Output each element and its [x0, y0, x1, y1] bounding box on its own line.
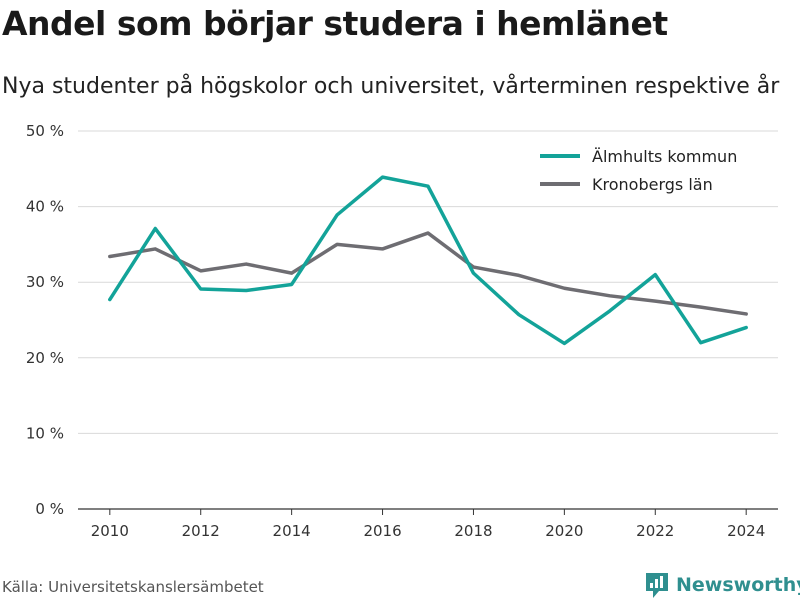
y-tick-label: 40 %: [26, 198, 64, 216]
brand-name: Newsworthy: [676, 574, 800, 596]
series-lines: [108, 175, 748, 346]
legend-label: Älmhults kommun: [592, 147, 737, 166]
chart-title: Andel som börjar studera i hemlänet: [2, 4, 668, 43]
legend-label: Kronobergs län: [592, 175, 713, 194]
brand-logo: Newsworthy: [644, 570, 800, 600]
chart-subtitle: Nya studenter på högskolor och universit…: [2, 74, 780, 99]
y-tick-label: 20 %: [26, 349, 64, 367]
x-axis-ticks: 2010 2012 2014 2016 2018 2020 2022 2024: [91, 509, 765, 540]
y-axis-ticks: 0 % 10 % 20 % 30 % 40 % 50 %: [26, 122, 64, 518]
newsworthy-logo-icon: [646, 573, 668, 598]
x-tick-label: 2022: [636, 522, 674, 540]
series-line-kronobergs-l-n: [108, 231, 748, 316]
x-tick-label: 2024: [727, 522, 765, 540]
y-tick-label: 50 %: [26, 122, 64, 140]
x-tick-label: 2014: [273, 522, 311, 540]
x-tick-label: 2018: [454, 522, 492, 540]
x-tick-label: 2010: [91, 522, 129, 540]
x-tick-label: 2016: [363, 522, 401, 540]
y-tick-label: 0 %: [35, 500, 64, 518]
legend: Älmhults kommun Kronobergs län: [540, 147, 737, 194]
x-tick-label: 2020: [545, 522, 583, 540]
x-tick-label: 2012: [182, 522, 220, 540]
source-note: Källa: Universitetskanslersämbetet: [2, 578, 264, 596]
y-tick-label: 30 %: [26, 273, 64, 291]
series-line-lmhults-kommun: [108, 175, 748, 346]
y-tick-label: 10 %: [26, 424, 64, 442]
